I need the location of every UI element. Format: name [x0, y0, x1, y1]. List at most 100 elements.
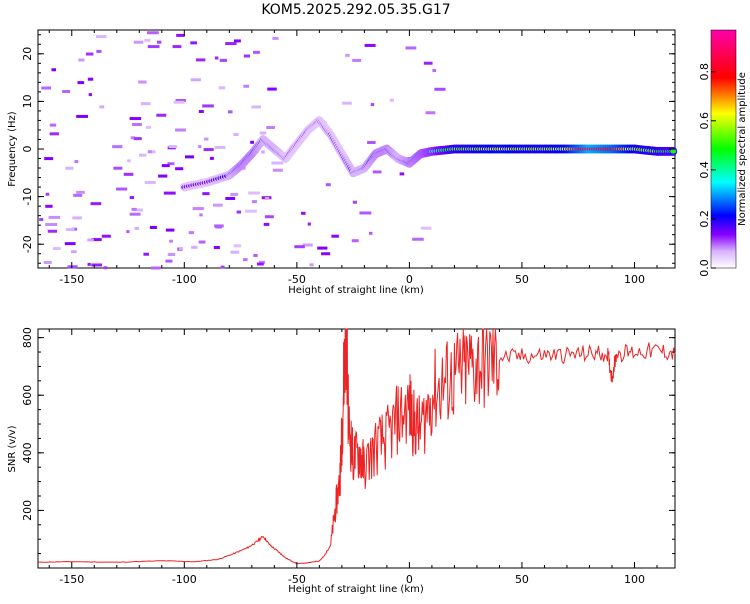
- noise-cell: [230, 250, 240, 254]
- x-tick-label: -100: [172, 573, 197, 586]
- colorbar-label: Normalized spectral amplitude: [737, 72, 748, 226]
- y-tick-label: 0: [21, 146, 34, 153]
- noise-cell: [345, 53, 350, 57]
- noise-cell: [175, 99, 186, 103]
- noise-cell: [190, 41, 198, 45]
- ridge-cell: [670, 149, 677, 154]
- noise-cell: [96, 35, 107, 39]
- noise-cell: [62, 90, 71, 94]
- spectrogram-y-label: Frequency (Hz): [7, 111, 18, 187]
- noise-cell: [432, 69, 437, 73]
- noise-cell: [45, 204, 53, 208]
- noise-cell: [225, 196, 236, 200]
- spectrogram-y-ticks: -20 -10 0 10 20: [21, 34, 675, 264]
- noise-cell: [178, 247, 183, 251]
- noise-cell: [126, 230, 130, 234]
- noise-cell: [99, 105, 105, 109]
- noise-cell: [129, 117, 142, 121]
- noise-cell: [157, 40, 162, 44]
- noise-cell: [230, 192, 239, 196]
- noise-cell: [49, 123, 57, 127]
- noise-cell: [45, 223, 58, 227]
- noise-cell: [74, 160, 79, 164]
- noise-cell: [165, 259, 173, 263]
- noise-cell: [264, 215, 274, 219]
- noise-cell: [272, 36, 279, 40]
- noise-cell: [67, 265, 78, 269]
- noise-cell: [149, 225, 157, 229]
- noise-cell: [139, 153, 147, 157]
- noise-cell: [271, 161, 284, 165]
- noise-cell: [425, 111, 436, 115]
- noise-cell: [175, 128, 186, 132]
- noise-cell: [261, 150, 265, 154]
- spectrogram-x-ticks: -150 -100 -50 0 50 100: [48, 30, 658, 286]
- x-tick-label: 100: [624, 273, 645, 286]
- noise-cell: [266, 126, 275, 130]
- noise-cell: [202, 192, 210, 196]
- colorbar-tick-label: 0.2: [698, 210, 711, 228]
- noise-cell: [342, 101, 352, 105]
- noise-cell: [136, 208, 143, 212]
- y-tick-label: 400: [21, 442, 34, 463]
- noise-cell: [185, 155, 194, 159]
- noise-cell: [302, 243, 313, 247]
- noise-cell: [145, 125, 151, 129]
- noise-cell: [192, 207, 204, 211]
- colorbar-tick-label: 0.4: [698, 161, 711, 179]
- noise-cell: [101, 234, 111, 238]
- noise-cell: [147, 150, 152, 154]
- noise-cell: [143, 252, 149, 256]
- noise-cell: [294, 245, 305, 249]
- noise-cell: [175, 167, 184, 171]
- snr-y-label: SNR (v/v): [7, 425, 18, 472]
- noise-cell: [127, 159, 131, 163]
- noise-cell: [103, 266, 108, 270]
- noise-cell: [66, 228, 75, 232]
- noise-cell: [48, 215, 61, 219]
- noise-cell: [49, 132, 59, 136]
- noise-cell: [198, 145, 202, 149]
- snr-x-label: Height of straight line (km): [288, 584, 424, 595]
- noise-cell: [161, 164, 170, 168]
- x-tick-label: 100: [624, 573, 645, 586]
- noise-cell: [307, 222, 311, 226]
- x-tick-label: 0: [406, 573, 413, 586]
- noise-cell: [405, 46, 417, 50]
- y-tick-label: 600: [21, 385, 34, 406]
- noise-cell: [71, 250, 77, 254]
- noise-cell: [233, 244, 242, 248]
- noise-cell: [434, 87, 446, 91]
- noise-cell: [71, 227, 78, 231]
- snr-panel: -150 -100 -50 0 50 100 200 400 600 800 Height of…: [7, 327, 676, 595]
- spectrogram-x-label: Height of straight line (km): [288, 285, 424, 296]
- noise-cell: [321, 252, 331, 256]
- noise-cell: [190, 78, 201, 82]
- noise-cell: [72, 216, 82, 220]
- noise-cell: [256, 262, 264, 266]
- noise-cell: [173, 100, 185, 104]
- y-tick-label: -20: [21, 235, 34, 253]
- noise-cell: [272, 168, 283, 172]
- noise-cell: [129, 196, 134, 200]
- noise-cell: [144, 38, 151, 42]
- noise-cell: [236, 210, 242, 214]
- noise-cell: [132, 122, 142, 126]
- y-tick-label: 20: [21, 47, 34, 61]
- noise-cell: [191, 245, 198, 249]
- noise-cell: [138, 80, 147, 84]
- noise-cell: [158, 174, 168, 178]
- noise-cell: [253, 253, 258, 257]
- spectrogram-cells: [39, 31, 678, 270]
- noise-cell: [131, 207, 137, 211]
- noise-cell: [47, 229, 58, 233]
- noise-cell: [51, 68, 57, 72]
- noise-cell: [263, 222, 270, 226]
- noise-cell: [123, 172, 134, 176]
- noise-cell: [301, 211, 306, 215]
- chart-title: KOM5.2025.292.05.35.G17: [261, 2, 450, 18]
- noise-cell: [163, 191, 176, 195]
- noise-cell: [423, 61, 433, 65]
